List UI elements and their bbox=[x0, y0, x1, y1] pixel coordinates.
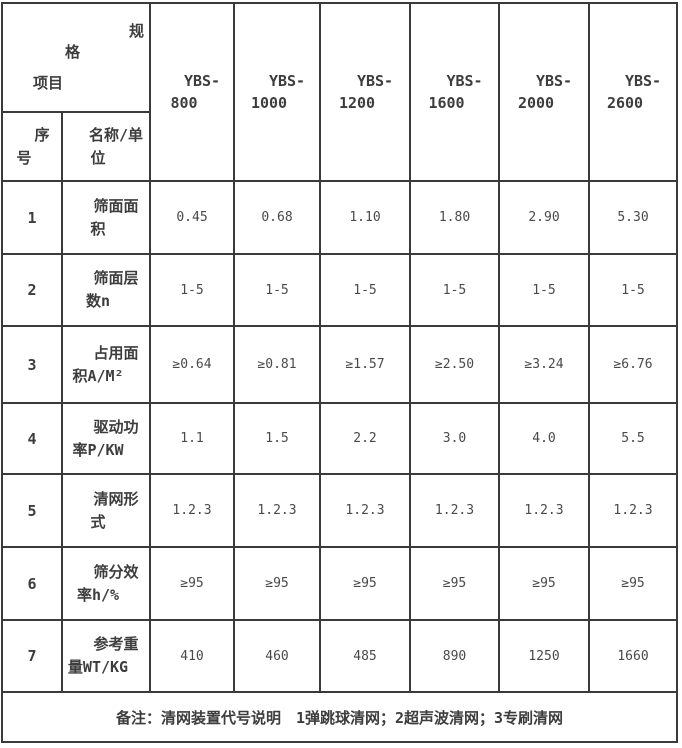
corner-header-cell: 规 格 项目 bbox=[1, 2, 151, 113]
cell-value: 1-5 bbox=[498, 253, 590, 327]
cell-value: 1250 bbox=[498, 619, 590, 693]
row-name: 占用面积A/M² bbox=[61, 325, 151, 404]
sub-header-serial: 序 号 bbox=[1, 111, 63, 182]
row-name: 清网形式 bbox=[61, 473, 151, 548]
footer-row: 备注：清网装置代号说明 1弹跳球清网；2超声波清网；3专刷清网 bbox=[1, 691, 678, 743]
row-name-line: 筛面面 bbox=[93, 196, 139, 215]
row-number: 4 bbox=[1, 402, 63, 475]
header-row-sub: 序 号 名称/单 位 bbox=[1, 111, 677, 182]
row-name-line: 占用面 bbox=[93, 343, 139, 362]
row-name-line: 驱动功 bbox=[93, 417, 139, 436]
cell-value: 3.0 bbox=[409, 402, 500, 475]
column-header-ybs-1200: YBS- 1200 bbox=[319, 2, 411, 182]
cell-value: 1.10 bbox=[319, 180, 411, 255]
row-name-line: 率h/% bbox=[76, 585, 120, 604]
cell-value: ≥1.57 bbox=[319, 325, 411, 404]
corner-label-item: 项目 bbox=[33, 74, 64, 92]
row-name-line: 量WT/KG bbox=[67, 658, 129, 676]
cell-value: ≥6.76 bbox=[588, 325, 678, 404]
cell-value: 2.90 bbox=[498, 180, 590, 255]
row-number: 5 bbox=[1, 473, 63, 548]
table-row: 2 筛面层 数n 1-5 1-5 1-5 1-5 1-5 1-5 bbox=[1, 253, 678, 327]
cell-value: 1.1 bbox=[149, 402, 235, 475]
cell-value: 460 bbox=[233, 619, 321, 693]
cell-value: 410 bbox=[149, 619, 235, 693]
row-name: 筛分效率h/% bbox=[61, 546, 151, 621]
cell-value: ≥95 bbox=[409, 546, 500, 621]
header-row-top: 规 格 项目 YBS- 800 YBS- 1000 YBS- 1200 YBS-… bbox=[1, 2, 678, 182]
remarks-text: 备注：清网装置代号说明 1弹跳球清网；2超声波清网；3专刷清网 bbox=[1, 691, 678, 743]
cell-value: 1660 bbox=[588, 619, 678, 693]
cell-value: 890 bbox=[409, 619, 500, 693]
cell-value: ≥0.81 bbox=[233, 325, 321, 404]
cell-value: 1.2.3 bbox=[498, 473, 590, 548]
cell-value: 1.2.3 bbox=[588, 473, 678, 548]
cell-value: 485 bbox=[319, 619, 411, 693]
row-number: 6 bbox=[1, 546, 63, 621]
row-name: 筛面面积 bbox=[61, 180, 151, 255]
table-row: 7 参考重 量WT/KG 410 460 485 890 1250 1660 bbox=[1, 619, 678, 693]
cell-value: ≥95 bbox=[233, 546, 321, 621]
row-name-line: 筛分效 bbox=[93, 562, 139, 581]
column-header-ybs-2000: YBS- 2000 bbox=[498, 2, 590, 182]
cell-value: ≥95 bbox=[149, 546, 235, 621]
cell-value: 1.80 bbox=[409, 180, 500, 255]
cell-value: 0.45 bbox=[149, 180, 235, 255]
cell-value: 1-5 bbox=[319, 253, 411, 327]
row-name-line: 数n bbox=[85, 292, 111, 310]
cell-value: 1.2.3 bbox=[149, 473, 235, 548]
row-name-line: 积A/M² bbox=[72, 366, 124, 385]
cell-value: 2.2 bbox=[319, 402, 411, 475]
cell-value: 5.30 bbox=[588, 180, 678, 255]
column-header-ybs-1600: YBS- 1600 bbox=[409, 2, 500, 182]
corner-label-spec: 规 bbox=[129, 22, 145, 40]
cell-value: 1.5 bbox=[233, 402, 321, 475]
cell-value: 1-5 bbox=[149, 253, 235, 327]
row-number: 7 bbox=[1, 619, 63, 693]
column-header-ybs-800: YBS- 800 bbox=[149, 2, 235, 182]
sub-header-name-unit: 名称/单 位 bbox=[61, 111, 151, 182]
row-name-line: 式 bbox=[90, 512, 106, 531]
row-name: 驱动功率P/KW bbox=[61, 402, 151, 475]
table-row: 4 驱动功 率P/KW 1.1 1.5 2.2 3.0 4.0 5.5 bbox=[1, 402, 678, 475]
column-header-ybs-2600: YBS- 2600 bbox=[588, 2, 678, 182]
cell-value: ≥0.64 bbox=[149, 325, 235, 404]
row-name-line: 参考重 bbox=[93, 635, 139, 653]
cell-value: 4.0 bbox=[498, 402, 590, 475]
cell-value: 0.68 bbox=[233, 180, 321, 255]
row-name-line: 筛面层 bbox=[93, 269, 139, 287]
row-name-line: 清网形 bbox=[93, 489, 139, 508]
cell-value: ≥95 bbox=[498, 546, 590, 621]
row-number: 1 bbox=[1, 180, 63, 255]
cell-value: 1.2.3 bbox=[409, 473, 500, 548]
cell-value: 1-5 bbox=[233, 253, 321, 327]
cell-value: ≥2.50 bbox=[409, 325, 500, 404]
column-header-ybs-1000: YBS- 1000 bbox=[233, 2, 321, 182]
row-name: 参考重量WT/KG bbox=[61, 619, 151, 693]
cell-value: ≥3.24 bbox=[498, 325, 590, 404]
row-name-line: 率P/KW bbox=[72, 440, 124, 459]
cell-value: ≥95 bbox=[319, 546, 411, 621]
table-row: 1 筛面面积 0.45 0.68 1.10 1.80 2.90 5.30 bbox=[1, 180, 678, 255]
corner-label-spec2: 格 bbox=[65, 43, 81, 61]
cell-value: 1-5 bbox=[588, 253, 678, 327]
row-number: 3 bbox=[1, 325, 63, 404]
cell-value: ≥95 bbox=[588, 546, 678, 621]
row-name-line: 积 bbox=[90, 219, 106, 238]
row-name: 筛面层数n bbox=[61, 253, 151, 327]
cell-value: 1-5 bbox=[409, 253, 500, 327]
cell-value: 1.2.3 bbox=[319, 473, 411, 548]
table-row: 6 筛分效 率h/% ≥95 ≥95 ≥95 ≥95 ≥95 ≥95 bbox=[1, 546, 678, 621]
table-row: 3 占用面 积A/M² ≥0.64 ≥0.81 ≥1.57 ≥2.50 ≥3.24 ≥6.76 bbox=[1, 325, 678, 404]
cell-value: 5.5 bbox=[588, 402, 678, 475]
table-row: 5 清网形式 1.2.3 1.2.3 1.2.3 1.2.3 1.2.3 1.2.3 bbox=[1, 473, 678, 548]
row-number: 2 bbox=[1, 253, 63, 327]
cell-value: 1.2.3 bbox=[233, 473, 321, 548]
